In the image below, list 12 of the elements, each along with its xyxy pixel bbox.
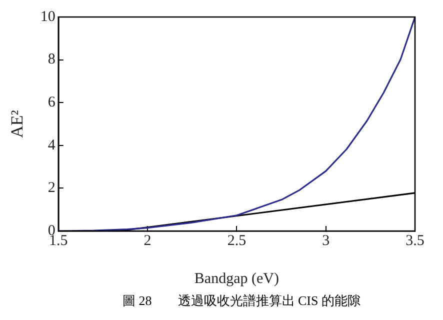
x-tick-label: 2.5 (227, 232, 246, 249)
y-tick-label: 10 (40, 8, 56, 25)
x-tick-label: 3 (322, 232, 330, 249)
x-tick-label: 2 (144, 232, 152, 249)
y-tick-label: 6 (48, 94, 56, 111)
x-axis-title: Bandgap (eV) (194, 270, 279, 287)
caption: 圖 28 透過吸收光譜推算出 CIS 的能隙 (122, 292, 362, 310)
x-tick-label: 3.5 (406, 232, 424, 249)
y-tick-label: 8 (48, 52, 56, 68)
y-tick-label: 4 (48, 137, 56, 154)
y-axis-title: AE² (8, 110, 27, 138)
y-tick-label: 2 (48, 180, 56, 196)
